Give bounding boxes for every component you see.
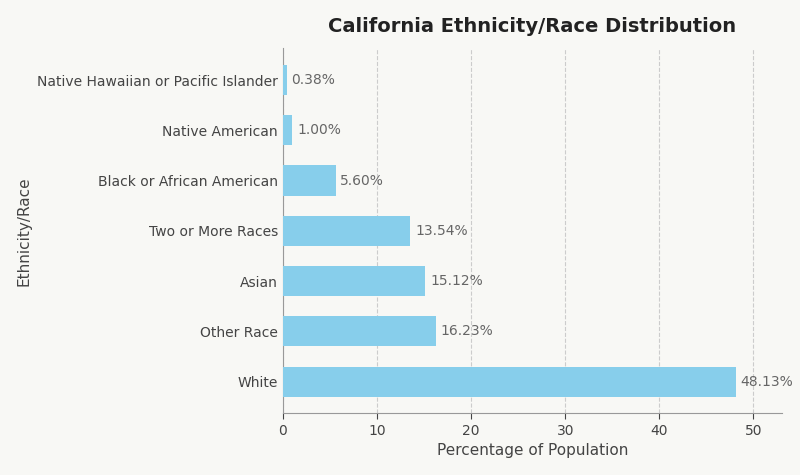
Text: 5.60%: 5.60% [340,173,384,188]
Text: 16.23%: 16.23% [440,324,493,338]
Title: California Ethnicity/Race Distribution: California Ethnicity/Race Distribution [328,17,736,36]
Bar [283,367,736,397]
Bar [283,115,292,145]
Bar [283,316,436,346]
Y-axis label: Ethnicity/Race: Ethnicity/Race [17,176,32,285]
Text: 15.12%: 15.12% [430,274,482,288]
Text: 48.13%: 48.13% [741,375,794,389]
Text: 13.54%: 13.54% [415,224,468,238]
Bar [283,65,286,95]
Text: 0.38%: 0.38% [291,73,335,87]
Bar [283,165,336,196]
Bar [283,216,410,246]
X-axis label: Percentage of Population: Percentage of Population [437,443,628,458]
Bar [283,266,426,296]
Text: 1.00%: 1.00% [297,124,341,137]
